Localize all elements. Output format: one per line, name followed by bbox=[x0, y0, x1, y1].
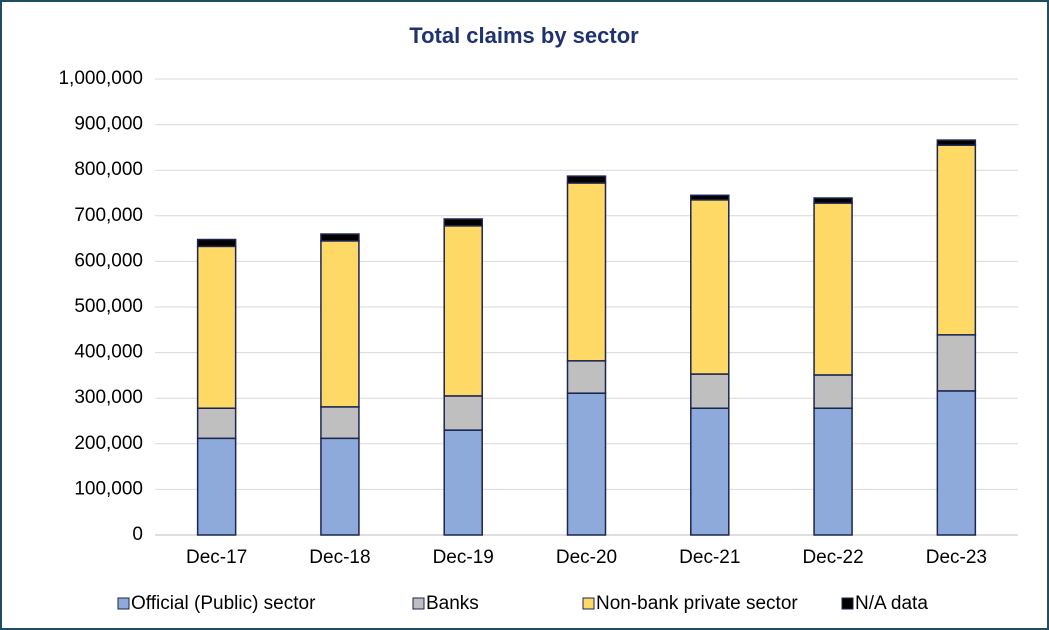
bar-segment bbox=[690, 373, 730, 409]
x-tick-label: Dec-23 bbox=[926, 547, 987, 568]
y-tick-label: 200,000 bbox=[74, 433, 143, 454]
x-tick-label: Dec-21 bbox=[679, 547, 740, 568]
bar-segment bbox=[196, 245, 237, 409]
bar-segment bbox=[690, 194, 730, 201]
x-tick-label: Dec-19 bbox=[433, 547, 494, 568]
y-tick-label: 0 bbox=[132, 524, 143, 545]
legend-swatch bbox=[841, 597, 854, 610]
bar-segment bbox=[196, 407, 237, 440]
legend-label: N/A data bbox=[855, 593, 928, 614]
legend-label: Non-bank private sector bbox=[596, 593, 798, 614]
bar-segment bbox=[566, 360, 607, 394]
y-tick-label: 1,000,000 bbox=[58, 68, 143, 89]
x-tick-label: Dec-17 bbox=[186, 547, 247, 568]
y-tick-label: 500,000 bbox=[74, 296, 143, 317]
legend-swatch bbox=[582, 597, 595, 610]
legend-swatch bbox=[412, 597, 425, 610]
y-tick-label: 300,000 bbox=[74, 387, 143, 408]
bar-segment bbox=[566, 392, 607, 536]
bar-segment bbox=[320, 437, 360, 536]
bar-segment bbox=[443, 429, 483, 536]
y-tick-label: 900,000 bbox=[74, 114, 143, 135]
bar-segment bbox=[936, 334, 977, 392]
bar-segment bbox=[936, 144, 977, 336]
bar-segment bbox=[196, 238, 237, 248]
legend-label: Banks bbox=[426, 593, 479, 614]
legend-label: Official (Public) sector bbox=[131, 593, 316, 614]
bar-segment bbox=[936, 139, 977, 146]
y-tick-label: 100,000 bbox=[74, 478, 143, 499]
bar-segment bbox=[690, 199, 730, 375]
bar-segment bbox=[320, 240, 360, 408]
bar-segment bbox=[320, 406, 360, 440]
x-tick-label: Dec-22 bbox=[802, 547, 863, 568]
y-tick-label: 800,000 bbox=[74, 159, 143, 180]
bar-segment bbox=[690, 407, 730, 536]
bar-segment bbox=[320, 233, 360, 242]
bar-segment bbox=[813, 407, 853, 536]
bar-segment bbox=[813, 197, 853, 204]
bar-segment bbox=[566, 182, 607, 362]
bar-segment bbox=[196, 437, 237, 536]
chart-title: Total claims by sector bbox=[409, 23, 639, 48]
bar-segment bbox=[443, 218, 483, 227]
bar-segment bbox=[813, 202, 853, 376]
bar-segment bbox=[443, 395, 483, 431]
bar-segment bbox=[813, 374, 853, 409]
bar-segment bbox=[936, 390, 977, 536]
x-tick-label: Dec-18 bbox=[309, 547, 370, 568]
x-tick-label: Dec-20 bbox=[556, 547, 617, 568]
y-tick-label: 700,000 bbox=[74, 205, 143, 226]
y-tick-label: 400,000 bbox=[74, 342, 143, 363]
bar-segment bbox=[443, 225, 483, 397]
y-tick-label: 600,000 bbox=[74, 250, 143, 271]
bar-segment bbox=[566, 175, 607, 184]
legend-swatch bbox=[117, 597, 130, 610]
